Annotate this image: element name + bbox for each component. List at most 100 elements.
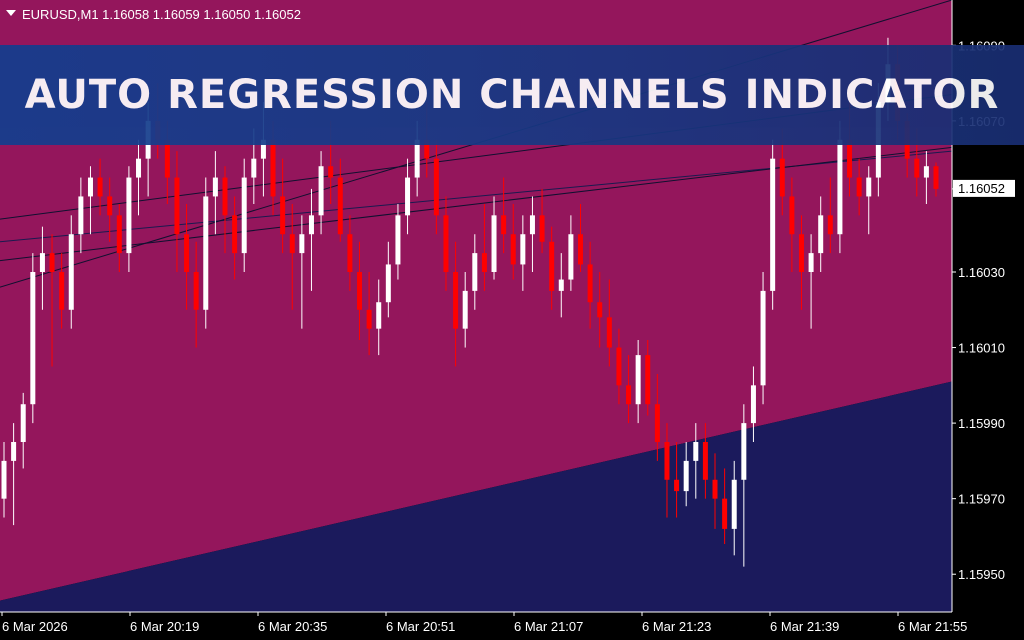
candle-body: [116, 215, 122, 254]
candle-body: [414, 139, 420, 178]
candle-body: [558, 279, 564, 291]
candle-body: [491, 215, 497, 272]
price-tick-label: 1.16030: [958, 265, 1005, 280]
candle: [193, 241, 199, 348]
candle: [597, 272, 603, 348]
candle-body: [68, 234, 74, 310]
candle: [933, 162, 939, 197]
candle-body: [280, 196, 286, 235]
candle-body: [174, 177, 180, 235]
candle: [30, 253, 36, 424]
candle: [760, 272, 766, 405]
candle-body: [443, 215, 449, 272]
candle: [453, 241, 459, 367]
candle-body: [914, 158, 920, 178]
candle-body: [270, 139, 276, 197]
candle: [722, 468, 728, 544]
candle: [827, 177, 833, 254]
candle: [308, 188, 314, 291]
candle-body: [318, 166, 324, 216]
candle: [20, 392, 26, 469]
candle: [923, 151, 929, 204]
candle: [635, 340, 641, 424]
price-tick-label: 1.16010: [958, 341, 1005, 356]
candle-body: [577, 234, 583, 265]
candle-body: [702, 442, 708, 480]
candle-body: [11, 442, 17, 461]
candle: [683, 442, 689, 507]
candle: [126, 166, 132, 272]
candle: [491, 196, 497, 280]
candle-body: [750, 385, 756, 424]
candle: [818, 196, 824, 272]
candle: [289, 204, 295, 310]
candle-body: [405, 177, 411, 216]
candle: [587, 241, 593, 329]
candle: [318, 151, 324, 235]
symbol-header: EURUSD,M1 1.16058 1.16059 1.16050 1.1605…: [22, 7, 301, 22]
time-tick-label: 6 Mar 21:07: [514, 619, 583, 634]
candle: [510, 204, 516, 280]
candle: [462, 272, 468, 348]
candle-body: [49, 253, 55, 272]
candle-body: [798, 234, 804, 272]
candle: [376, 279, 382, 356]
candle-body: [683, 460, 689, 492]
price-tick-label: 1.15990: [958, 416, 1005, 431]
candle: [741, 404, 747, 567]
upper-channel-zone: [0, 0, 952, 601]
candle-body: [568, 234, 574, 280]
candle: [39, 226, 45, 310]
candle: [664, 423, 670, 518]
candles: [1, 37, 939, 567]
candle-body: [241, 177, 247, 254]
candle-body: [251, 158, 257, 178]
candle: [107, 177, 113, 242]
price-tick-label: 1.15970: [958, 492, 1005, 507]
candle-body: [731, 479, 737, 529]
banner-title: AUTO REGRESSION CHANNELS INDICATOR: [24, 72, 1000, 118]
candle: [395, 204, 401, 280]
candle: [116, 204, 122, 272]
candle: [299, 215, 305, 329]
dropdown-triangle-icon[interactable]: [6, 10, 16, 16]
candle-body: [260, 139, 266, 159]
candle-body: [635, 355, 641, 405]
candle: [750, 366, 756, 442]
candle-body: [376, 302, 382, 329]
candle: [203, 177, 209, 329]
candle: [405, 158, 411, 235]
candle: [347, 215, 353, 291]
candle: [174, 151, 180, 272]
candle-body: [78, 196, 84, 235]
candle: [232, 196, 238, 280]
candle: [558, 253, 564, 318]
candle: [87, 166, 93, 235]
time-tick-label: 6 Mar 20:51: [386, 619, 455, 634]
candle-body: [424, 139, 430, 159]
candle-body: [366, 309, 372, 329]
candle: [654, 374, 660, 461]
candle-body: [30, 272, 36, 405]
time-tick-label: 6 Mar 20:35: [258, 619, 327, 634]
candle: [184, 204, 190, 310]
candle: [501, 177, 507, 254]
candle-body: [203, 196, 209, 310]
candle: [78, 177, 84, 254]
candle: [520, 215, 526, 291]
regression-line: [0, 146, 953, 262]
candle: [222, 166, 228, 254]
candle-body: [664, 442, 670, 480]
candle: [280, 158, 286, 254]
candle-body: [59, 272, 65, 310]
candle: [68, 215, 74, 329]
candle-body: [347, 234, 353, 272]
candle: [856, 158, 862, 216]
candle: [49, 234, 55, 367]
candle: [798, 215, 804, 310]
candle-body: [645, 355, 651, 405]
candle-body: [395, 215, 401, 265]
candle-body: [529, 215, 535, 235]
candle-body: [606, 317, 612, 348]
candle: [366, 272, 372, 356]
